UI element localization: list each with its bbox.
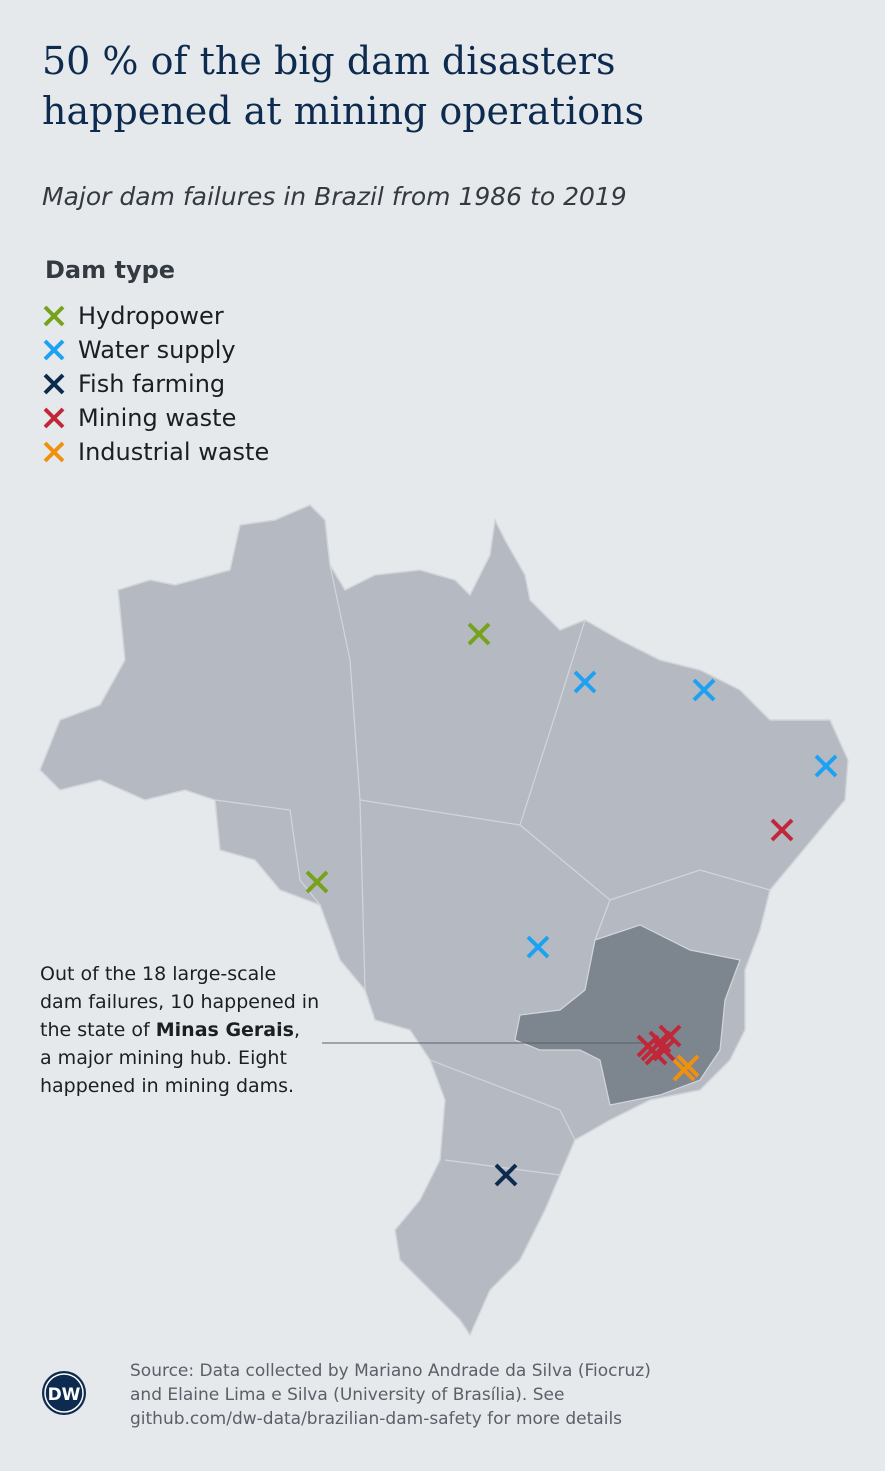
cross-stroke: [573, 670, 597, 694]
source-text: and Elaine Lima e Silva (University of B…: [130, 1385, 564, 1405]
subtitle: Major dam failures in Brazil from 1986 t…: [42, 182, 627, 211]
cross-marker: [676, 1054, 700, 1078]
legend-title: Dam type: [45, 256, 175, 284]
legend-label: Hydropower: [78, 302, 224, 330]
title: 50 % of the big dam disasters: [42, 39, 616, 83]
cross-marker: [43, 407, 65, 429]
cross-marker: [43, 339, 65, 361]
cross-stroke: [305, 870, 329, 894]
legend-label: Industrial waste: [78, 438, 269, 466]
cross-stroke: [43, 441, 65, 463]
title: happened at mining operations: [42, 89, 644, 133]
cross-stroke: [652, 1038, 676, 1062]
logo-ring: [44, 1373, 84, 1413]
cross-marker: [43, 373, 65, 395]
annotation-text: happened in mining dams.: [40, 1075, 294, 1097]
cross-marker: [658, 1024, 682, 1048]
annotation-text: ,: [294, 1019, 300, 1041]
source-text: github.com/dw-data/brazilian-dam-safety …: [130, 1409, 622, 1429]
legend-label: Mining waste: [78, 404, 236, 432]
legend-label: Water supply: [78, 336, 236, 364]
state-borders: [214, 564, 771, 1176]
cross-marker: [692, 678, 716, 702]
cross-marker: [573, 670, 597, 694]
cross-stroke: [43, 407, 65, 429]
cross-stroke: [467, 622, 491, 646]
cross-stroke: [43, 305, 65, 327]
cross-marker: [305, 870, 329, 894]
cross-stroke: [676, 1054, 700, 1078]
legend: Hydropower Water supply Fish farming Mining…: [43, 302, 269, 466]
markers: [305, 622, 838, 1187]
cross-marker: [467, 622, 491, 646]
cross-marker: [494, 1163, 518, 1187]
cross-marker: [43, 441, 65, 463]
annotation-text: Out of the 18 large-scale: [40, 963, 276, 985]
legend-label: Fish farming: [78, 370, 225, 398]
logo-text: DW: [48, 1385, 81, 1405]
cross-marker: [652, 1038, 676, 1062]
cross-stroke: [814, 754, 838, 778]
annotation-text: the state of Minas Gerais,: [40, 1019, 300, 1041]
cross-marker: [770, 818, 794, 842]
cross-stroke: [658, 1024, 682, 1048]
cross-stroke: [526, 935, 550, 959]
source: Source: Data collected by Mariano Andrad…: [130, 1361, 651, 1429]
cross-stroke: [494, 1163, 518, 1187]
annotation-text: dam failures, 10 happened in: [40, 991, 319, 1013]
annotation: Out of the 18 large-scale dam failures, …: [40, 963, 319, 1097]
cross-stroke: [43, 373, 65, 395]
annotation-text: the state of: [40, 1019, 156, 1041]
source-text: Source: Data collected by Mariano Andrad…: [130, 1361, 651, 1381]
cross-stroke: [43, 339, 65, 361]
cross-stroke: [770, 818, 794, 842]
cross-marker: [814, 754, 838, 778]
logo: [42, 1371, 86, 1415]
cross-marker: [526, 935, 550, 959]
cross-stroke: [692, 678, 716, 702]
annotation-text: a major mining hub. Eight: [40, 1047, 287, 1069]
annotation-bold: Minas Gerais: [156, 1019, 294, 1041]
cross-marker: [43, 305, 65, 327]
